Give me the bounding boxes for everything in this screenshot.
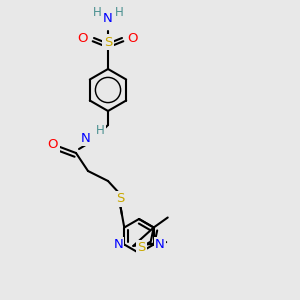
Text: S: S [137,242,146,254]
Text: S: S [104,35,112,49]
Text: O: O [78,32,88,44]
Text: O: O [48,139,58,152]
Text: H: H [96,124,104,136]
Text: S: S [116,193,124,206]
Text: H: H [115,5,123,19]
Text: O: O [128,32,138,44]
Text: N: N [113,238,123,251]
Text: N: N [81,131,91,145]
Text: H: H [93,5,101,19]
Text: N: N [103,11,113,25]
Text: N: N [155,238,165,251]
